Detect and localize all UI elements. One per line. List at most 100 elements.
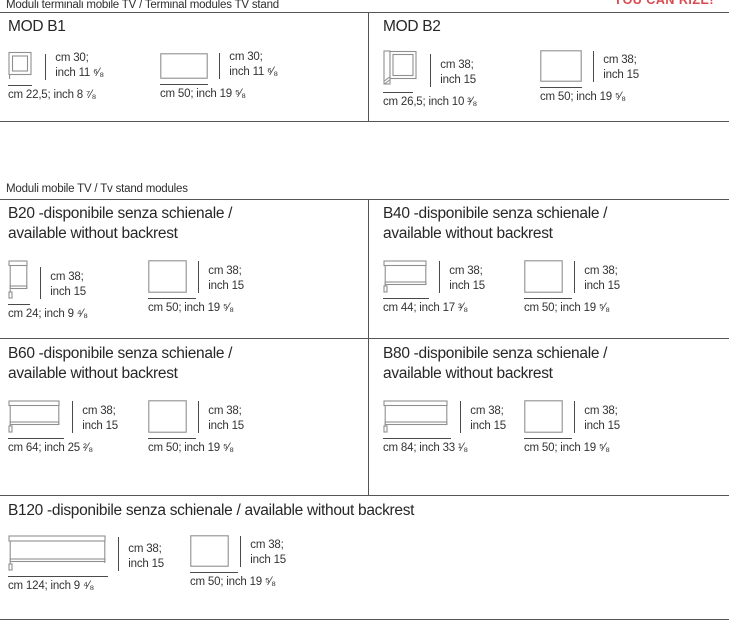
height-inch: inch 15 <box>208 279 244 292</box>
height-cm: cm 38; <box>128 543 162 555</box>
width-label: cm 50; inch 19 ⁵⁄₈ <box>160 88 246 100</box>
width-dimension-line <box>383 438 451 439</box>
divider <box>0 12 729 13</box>
height-inch: inch 15 <box>208 419 244 432</box>
module-title-line2: available without backrest <box>8 225 178 242</box>
height-cm: cm 38; <box>470 405 504 417</box>
height-inch: inch 11 ⁶⁄₈ <box>55 66 104 79</box>
b40-side-view-drawing <box>383 260 427 293</box>
height-dimension-line <box>198 401 200 433</box>
height-cm: cm 38; <box>250 539 284 551</box>
height-cm: cm 38; <box>584 405 618 417</box>
b20-side-view-drawing <box>8 260 28 299</box>
height-cm: cm 38; <box>82 405 116 417</box>
module-cell-b20: B20 -disponibile senza schienale / avail… <box>8 204 360 320</box>
width-dimension-line <box>540 87 582 88</box>
height-dimension-line <box>574 401 576 433</box>
height-cm: cm 38; <box>449 265 483 277</box>
height-inch: inch 15 <box>250 553 286 566</box>
height-cm: cm 30; <box>55 52 89 64</box>
module-title: B120 -disponibile senza schienale / avai… <box>8 502 415 519</box>
width-dimension-line <box>383 92 413 93</box>
width-label: cm 44; inch 17 ³⁄₈ <box>383 302 468 314</box>
module-cell-b40: B40 -disponibile senza schienale / avail… <box>383 204 723 314</box>
table-header-terminal-modules: Moduli terminali mobile TV / Terminal mo… <box>6 0 279 11</box>
module-title: B20 -disponibile senza schienale / <box>8 205 233 222</box>
width-label: cm 64; inch 25 ²⁄₈ <box>8 442 93 454</box>
width-label: cm 26,5; inch 10 ³⁄₈ <box>383 96 478 108</box>
height-inch: inch 15 <box>584 419 620 432</box>
width-label: cm 124; inch 9 ⁴⁄₈ <box>8 580 95 592</box>
height-cm: cm 38; <box>603 54 637 66</box>
height-inch: inch 15 <box>128 557 164 570</box>
module-title-line2: available without backrest <box>383 365 553 382</box>
height-dimension-line <box>118 537 120 571</box>
width-dimension-line <box>160 84 208 85</box>
width-label: cm 50; inch 19 ⁵⁄₈ <box>148 302 234 314</box>
height-inch: inch 15 <box>50 285 86 298</box>
width-label: cm 84; inch 33 ¹⁄₈ <box>383 442 468 454</box>
height-dimension-line <box>593 51 595 82</box>
width-dimension-line <box>8 576 108 577</box>
module-title: B60 -disponibile senza schienale / <box>8 345 233 362</box>
height-cm: cm 30; <box>229 51 263 63</box>
brand-slogan: YOU CAN RIZE! <box>613 0 714 7</box>
height-dimension-line <box>198 261 200 293</box>
b60-side-view-drawing <box>8 400 60 433</box>
width-dimension-line <box>190 572 238 573</box>
height-dimension-line <box>574 261 576 293</box>
width-dimension-line <box>524 438 572 439</box>
width-dimension-line <box>383 298 429 299</box>
module-title: MOD B2 <box>383 18 441 35</box>
module-title-line2: available without backrest <box>8 365 178 382</box>
module-cell-b1: MOD B1 cm 30; inch 11 ⁶⁄₈ cm 22,5; inch … <box>8 17 360 101</box>
height-inch: inch 15 <box>584 279 620 292</box>
height-cm: cm 38; <box>208 405 242 417</box>
module-title: B40 -disponibile senza schienale / <box>383 205 608 222</box>
b2-front-view-drawing <box>540 50 582 82</box>
divider <box>0 338 729 339</box>
height-cm: cm 38; <box>208 265 242 277</box>
width-label: cm 50; inch 19 ⁵⁄₈ <box>148 442 234 454</box>
width-dimension-line <box>8 304 30 305</box>
module-title: B80 -disponibile senza schienale / <box>383 345 608 362</box>
table-header-stand-modules: Moduli mobile TV / Tv stand modules <box>6 183 188 195</box>
height-inch: inch 15 <box>470 419 506 432</box>
b2-side-view-drawing <box>383 50 417 85</box>
b80-front-view-drawing <box>524 400 563 433</box>
height-cm: cm 38; <box>440 59 474 71</box>
b80-side-view-drawing <box>383 400 448 433</box>
width-dimension-line <box>8 85 32 86</box>
width-dimension-line <box>148 298 196 299</box>
divider <box>0 199 729 200</box>
b120-side-view-drawing <box>8 535 106 571</box>
height-inch: inch 15 <box>603 68 639 81</box>
width-dimension-line <box>148 438 196 439</box>
b1-side-view-drawing <box>8 51 32 79</box>
width-dimension-line <box>8 438 64 439</box>
module-cell-b80: B80 -disponibile senza schienale / avail… <box>383 344 723 454</box>
height-dimension-line <box>40 267 42 299</box>
height-cm: cm 38; <box>584 265 618 277</box>
width-label: cm 24; inch 9 ⁴⁄₈ <box>8 308 88 320</box>
module-cell-b2: MOD B2 cm 38; inch 15 <box>383 17 723 108</box>
b40-front-view-drawing <box>524 260 563 293</box>
b20-front-view-drawing <box>148 260 187 293</box>
b1-front-view-drawing <box>160 53 208 79</box>
b60-front-view-drawing <box>148 400 187 433</box>
divider <box>0 495 729 496</box>
column-divider <box>368 199 369 495</box>
height-dimension-line <box>45 54 47 80</box>
divider <box>0 619 729 620</box>
module-title: MOD B1 <box>8 18 66 35</box>
height-dimension-line <box>240 536 242 567</box>
b120-front-view-drawing <box>190 535 229 567</box>
height-dimension-line <box>219 53 221 79</box>
module-title-line2: available without backrest <box>383 225 553 242</box>
height-cm: cm 38; <box>50 271 84 283</box>
width-label: cm 50; inch 19 ⁵⁄₈ <box>190 576 276 588</box>
height-dimension-line <box>72 401 74 433</box>
divider <box>0 121 729 122</box>
width-label: cm 50; inch 19 ⁵⁄₈ <box>524 302 610 314</box>
